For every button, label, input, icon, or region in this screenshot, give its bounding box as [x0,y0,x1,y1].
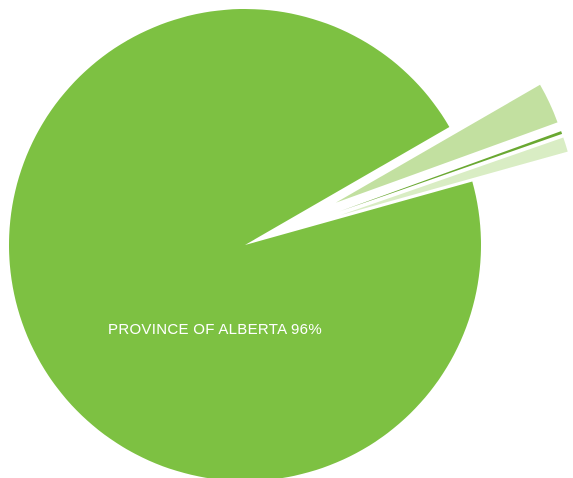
pie-slice [339,131,563,212]
pie-slice [340,137,568,216]
pie-slice [335,84,558,203]
pie-slice [9,9,481,478]
slice-label: PROVINCE OF ALBERTA 96% [108,321,322,338]
